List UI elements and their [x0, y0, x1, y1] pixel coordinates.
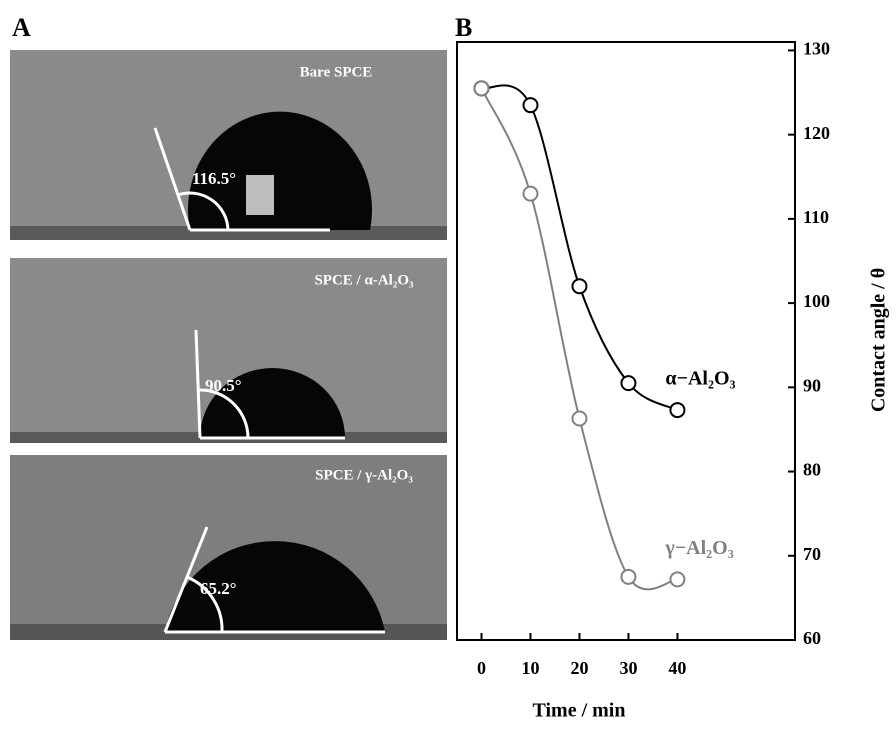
photo-title: SPCE / γ-Al₂O₃: [315, 467, 413, 483]
series-line: [481, 84, 678, 411]
y-tick-label: 60: [803, 628, 821, 648]
x-tick-label: 30: [619, 658, 637, 678]
photo: [10, 258, 447, 443]
y-tick-label: 130: [803, 39, 830, 59]
data-point: [620, 568, 637, 585]
data-point: [571, 278, 588, 295]
panel-label: B: [455, 13, 472, 42]
angle-label: 90.5°: [205, 376, 242, 395]
y-tick-label: 90: [803, 375, 821, 395]
photo: [10, 455, 447, 640]
series-label: α−Al₂O₃: [665, 368, 735, 390]
angle-label: 65.2°: [200, 579, 237, 598]
photo-title: Bare SPCE: [300, 64, 373, 80]
x-axis-label: Time / min: [533, 700, 626, 722]
photo: [10, 50, 447, 240]
x-tick-label: 10: [521, 658, 539, 678]
data-point: [473, 80, 490, 97]
angle-label: 116.5°: [192, 169, 236, 188]
y-axis-label: Contact angle / θ: [868, 268, 890, 412]
data-point: [620, 375, 637, 392]
y-tick-label: 80: [803, 460, 821, 480]
y-tick-label: 120: [803, 123, 830, 143]
panel-label: A: [12, 13, 31, 42]
photo-title: SPCE / α-Al₂O₃: [314, 272, 414, 288]
series-line: [480, 87, 678, 591]
data-point: [669, 402, 686, 419]
y-tick-label: 100: [803, 291, 830, 311]
data-point: [669, 571, 686, 588]
y-tick-label: 110: [803, 207, 829, 227]
x-tick-label: 0: [477, 658, 486, 678]
plot-frame: [456, 41, 796, 641]
x-tick-label: 20: [570, 658, 588, 678]
data-point: [522, 185, 539, 202]
x-tick-label: 40: [668, 658, 686, 678]
data-point: [571, 410, 588, 427]
data-point: [522, 97, 539, 114]
series-label: γ−Al₂O₃: [664, 537, 733, 559]
y-tick-label: 70: [803, 544, 821, 564]
